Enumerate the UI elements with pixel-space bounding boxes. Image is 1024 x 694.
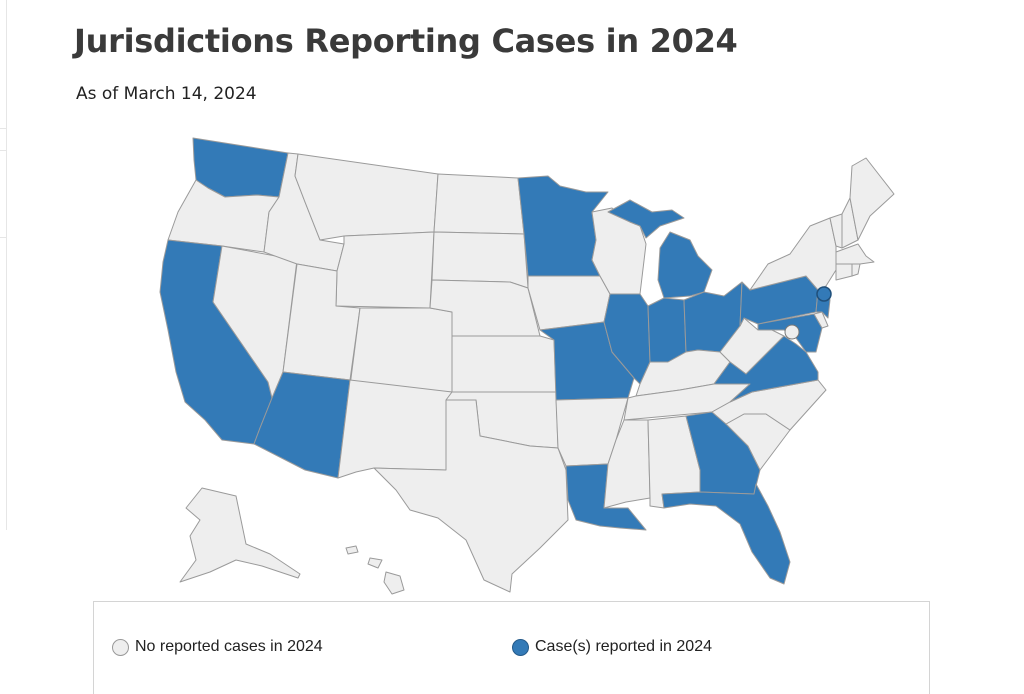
state-south-dakota[interactable]	[431, 231, 529, 289]
legend-swatch-cases	[512, 638, 529, 656]
legend-label: Case(s) reported in 2024	[535, 638, 712, 655]
state-montana[interactable]	[294, 153, 439, 241]
state-colorado[interactable]	[349, 307, 453, 393]
state-iowa[interactable]	[527, 275, 611, 331]
state-florida[interactable]	[661, 483, 791, 585]
state-hawaii-big-island[interactable]	[383, 571, 405, 595]
state-mississippi[interactable]	[603, 419, 651, 509]
state-delaware[interactable]	[813, 311, 829, 329]
state-michigan-lower[interactable]	[657, 231, 713, 299]
nj-marker[interactable]	[816, 286, 832, 302]
state-michigan-upper[interactable]	[607, 199, 685, 239]
page-left-edge	[0, 0, 7, 530]
state-north-dakota[interactable]	[433, 173, 525, 235]
map-legend: No reported cases in 2024 Case(s) report…	[93, 601, 930, 694]
state-connecticut[interactable]	[835, 263, 853, 281]
left-edge-segment	[0, 150, 6, 238]
left-edge-segment	[0, 0, 6, 129]
page-title: Jurisdictions Reporting Cases in 2024	[74, 22, 738, 60]
us-choropleth-map	[159, 137, 895, 595]
state-new-mexico[interactable]	[337, 379, 453, 479]
state-wyoming[interactable]	[335, 231, 435, 309]
state-indiana[interactable]	[647, 297, 687, 363]
state-hawaii-oahu[interactable]	[345, 545, 359, 555]
legend-label: No reported cases in 2024	[135, 638, 323, 655]
legend-item-cases: Case(s) reported in 2024	[512, 638, 712, 656]
state-rhode-island[interactable]	[851, 263, 861, 277]
dc-marker[interactable]	[784, 324, 800, 340]
legend-swatch-no-cases	[112, 638, 129, 656]
state-kansas[interactable]	[451, 335, 557, 393]
legend-item-no-cases: No reported cases in 2024	[112, 638, 323, 656]
state-alaska[interactable]	[179, 487, 301, 583]
state-hawaii-maui[interactable]	[367, 557, 383, 569]
page-subtitle: As of March 14, 2024	[76, 84, 257, 104]
state-texas[interactable]	[373, 399, 569, 593]
state-maine[interactable]	[849, 157, 895, 241]
state-new-york[interactable]	[749, 217, 837, 291]
